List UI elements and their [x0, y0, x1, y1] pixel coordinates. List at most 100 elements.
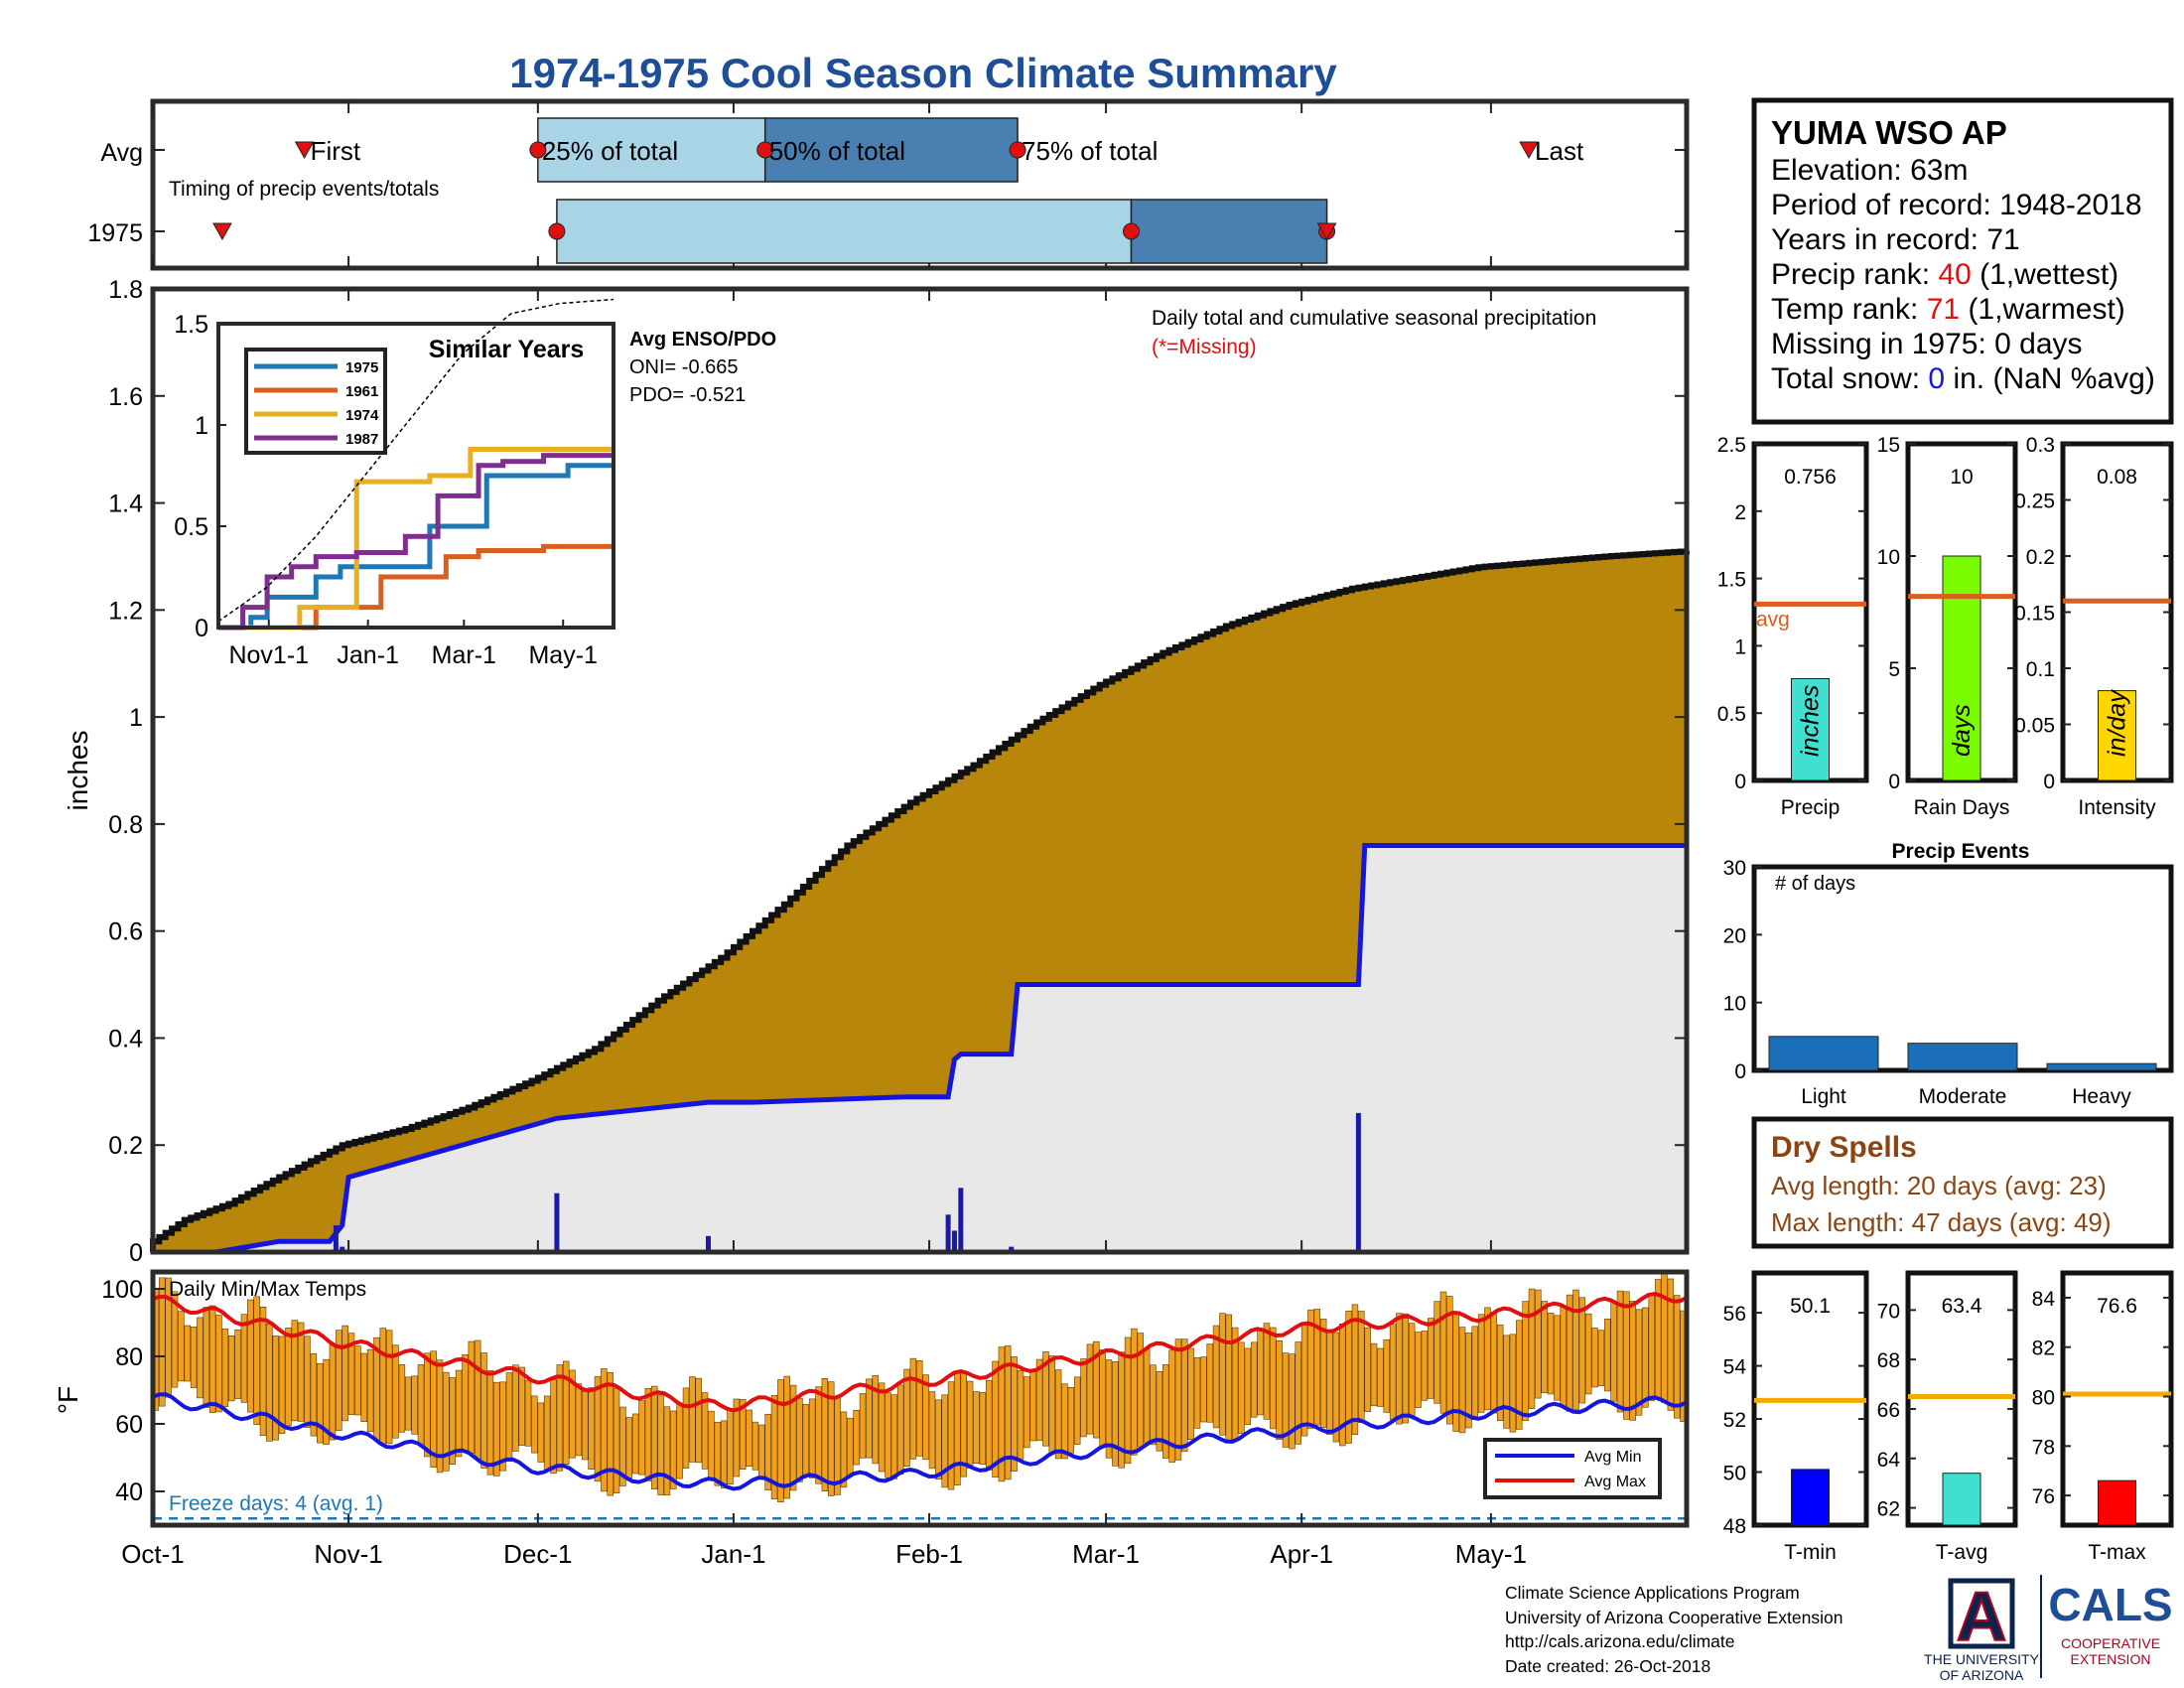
daily-temp-bar	[764, 1414, 771, 1491]
daily-temp-bar	[436, 1359, 444, 1474]
cals-logo-line1: COOPERATIVE	[2061, 1635, 2160, 1651]
month-x-tick-label: Jan-1	[701, 1539, 765, 1569]
stat-y-tick-label: 2.5	[1717, 434, 1746, 457]
daily-temp-bar	[1105, 1359, 1113, 1459]
daily-temp-bar	[1035, 1358, 1043, 1442]
precip-chart-title: Daily total and cumulative seasonal prec…	[1152, 307, 1596, 330]
credits-line3[interactable]: http://cals.arizona.edu/climate	[1505, 1631, 1735, 1651]
temp-rank-label: Temp rank:	[1771, 293, 1927, 326]
ua-logo-letter: A	[1957, 1578, 2007, 1655]
daily-temp-bar	[190, 1327, 198, 1388]
daily-temp-bar	[1635, 1309, 1643, 1416]
daily-temp-bar	[240, 1314, 248, 1403]
daily-temp-bar	[796, 1397, 803, 1482]
daily-temp-bar	[872, 1375, 879, 1465]
similar-year-line	[218, 543, 614, 631]
daily-temp-bar	[215, 1315, 222, 1413]
daily-temp-bar	[336, 1330, 342, 1432]
stat-unit-label: inches	[1797, 685, 1825, 757]
avg-75-marker	[1009, 141, 1026, 159]
stat-y-tick-label: 0.25	[2014, 491, 2055, 513]
daily-temp-bar	[259, 1307, 267, 1437]
daily-temp-bar	[1263, 1323, 1271, 1420]
snow-label: Total snow:	[1771, 362, 1929, 395]
daily-temp-bar	[935, 1399, 942, 1479]
daily-temp-bar	[1168, 1349, 1175, 1463]
daily-temp-bar	[317, 1362, 324, 1444]
station-name: YUMA WSO AP	[1771, 114, 2007, 151]
inset-title: Similar Years	[429, 336, 585, 363]
daily-temp-bar	[1270, 1327, 1277, 1430]
enso-oni: ONI= -0.665	[629, 356, 739, 378]
daily-temp-bar	[550, 1379, 557, 1475]
daily-temp-bar	[266, 1323, 273, 1442]
daily-temp-bar	[1578, 1297, 1586, 1404]
daily-temp-bar	[480, 1352, 487, 1469]
daily-temp-bar	[1181, 1338, 1188, 1453]
stat-y-tick-label: 62	[1877, 1498, 1900, 1521]
daily-temp-bar	[866, 1378, 873, 1459]
inset-x-tick-label: Jan-1	[337, 641, 399, 669]
inset-legend-label: 1975	[345, 359, 378, 376]
freeze-days-label: Freeze days: 4 (avg. 1)	[169, 1492, 383, 1515]
daily-temp-bar	[985, 1379, 993, 1471]
temp-legend-label-min: Avg Min	[1584, 1449, 1642, 1466]
daily-temp-bar	[1591, 1328, 1598, 1388]
temp-rank-note: (1,warmest)	[1960, 293, 2125, 326]
stat-category-label: Precip	[1781, 796, 1841, 819]
avg-cumulative-outline	[150, 548, 1690, 1252]
stat-y-tick-label: 66	[1877, 1399, 1900, 1422]
daily-temp-bar	[607, 1372, 614, 1496]
daily-temp-bar	[1439, 1291, 1447, 1414]
daily-temp-bar	[631, 1413, 639, 1475]
daily-temp-bar	[1206, 1343, 1213, 1423]
stat-y-tick-label: 82	[2032, 1337, 2055, 1360]
inset-x-tick-label: Nov1-1	[228, 641, 309, 669]
daily-temp-bar	[1509, 1334, 1517, 1433]
daily-temp-bar	[1276, 1340, 1283, 1441]
daily-temp-bar	[1402, 1313, 1410, 1424]
daily-temp-bar	[1604, 1319, 1611, 1392]
daily-temp-bar	[582, 1391, 589, 1461]
timing-caption: Timing of precip events/totals	[169, 178, 439, 201]
daily-temp-bar	[1067, 1387, 1075, 1454]
daily-temp-bar	[1143, 1347, 1151, 1444]
daily-temp-bar	[701, 1392, 709, 1470]
daily-temp-bar	[1597, 1330, 1605, 1386]
daily-temp-bar	[1377, 1347, 1384, 1407]
daily-precip-bar	[945, 1214, 951, 1252]
temp-y-tick-label: 100	[101, 1276, 143, 1304]
credits-line2: University of Arizona Cooperative Extens…	[1505, 1607, 1843, 1627]
daily-temp-bar	[455, 1369, 463, 1458]
inset-y-tick-label: 0.5	[174, 513, 208, 541]
ua-logo-line1: THE UNIVERSITY	[1924, 1651, 2040, 1667]
station-box	[1751, 97, 2174, 425]
events-annotation: # of days	[1775, 873, 1855, 895]
avg-last-marker	[1519, 141, 1539, 160]
precip-chart: 0 0.2 0.4 0.6 0.8 1 1.2 1.4 1.6 1.8 Daily total a…	[63, 276, 1690, 1267]
daily-temp-bar	[682, 1387, 690, 1469]
events-title: Precip Events	[1892, 840, 2030, 863]
daily-temp-bar	[821, 1377, 829, 1491]
temp-legend-label-max: Avg Max	[1584, 1474, 1646, 1490]
daily-temp-bar	[1099, 1349, 1106, 1448]
daily-temp-bar	[1231, 1327, 1239, 1440]
precip-y-label: inches	[63, 731, 93, 811]
daily-temp-bar	[1054, 1369, 1062, 1460]
daily-temp-bar	[1623, 1291, 1630, 1420]
stat-y-tick-label: 10	[1877, 546, 1900, 569]
stat-y-tick-label: 0.5	[1717, 703, 1746, 726]
precip-chart-subtitle: (*=Missing)	[1152, 336, 1257, 358]
stat-value-label: 0.08	[2097, 466, 2137, 489]
daily-temp-bar	[1042, 1351, 1049, 1447]
similar-year-line	[217, 298, 614, 623]
cals-logo: CALS COOPERATIVE EXTENSION	[2048, 1579, 2172, 1667]
daily-temp-bar	[1174, 1338, 1182, 1461]
daily-temp-bar	[746, 1409, 752, 1468]
cals-logo-text: CALS	[2048, 1579, 2172, 1630]
daily-temp-bar	[947, 1381, 955, 1490]
stat-y-tick-label: 0.3	[2026, 434, 2055, 457]
daily-temp-bar	[1648, 1294, 1656, 1401]
daily-temp-bar	[1477, 1314, 1485, 1413]
